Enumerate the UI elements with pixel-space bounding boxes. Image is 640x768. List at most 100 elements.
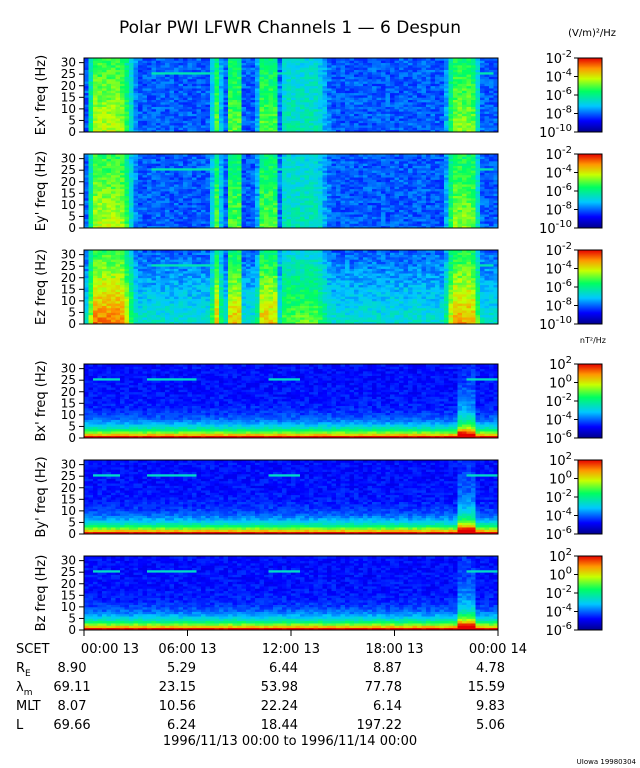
spectrogram-cell (160, 74, 166, 77)
spectrogram-cell (412, 97, 418, 101)
spectrogram-cell (480, 111, 485, 114)
spectrogram-cell (457, 118, 463, 121)
spectrogram-cell (97, 160, 103, 164)
spectrogram-cell (363, 167, 368, 171)
spectrogram-cell (426, 118, 431, 121)
spectrogram-cell (124, 99, 130, 103)
spectrogram-cell (273, 202, 278, 206)
spectrogram-cell (187, 218, 193, 222)
spectrogram-cell (349, 74, 355, 77)
spectrogram-cell (106, 174, 112, 178)
spectrogram-cell (219, 118, 224, 121)
spectrogram-cell (295, 221, 301, 224)
spectrogram-cell (300, 127, 305, 131)
spectrogram-cell (489, 97, 494, 101)
spectrogram-cell (147, 207, 152, 210)
spectrogram-cell (246, 129, 251, 133)
spectrogram-cell (237, 186, 242, 190)
spectrogram-cell (372, 101, 377, 105)
spectrogram-cell (457, 104, 463, 107)
spectrogram-cell (210, 221, 215, 224)
spectrogram-cell (106, 113, 112, 117)
spectrogram-cell (106, 95, 112, 98)
spectrogram-cell (232, 101, 238, 105)
spectrogram-cell (192, 174, 197, 178)
spectrogram-cell (358, 214, 364, 217)
spectrogram-cell (174, 127, 179, 131)
spectrogram-cell (282, 195, 287, 199)
spectrogram-cell (399, 104, 404, 107)
spectrogram-cell (115, 95, 121, 98)
spectrogram-cell (192, 60, 197, 64)
spectrogram-cell (408, 92, 413, 96)
spectrogram-cell (124, 186, 130, 190)
spectrogram-cell (390, 115, 395, 119)
spectrogram-cell (273, 195, 278, 199)
spectrogram-cell (160, 122, 166, 126)
spectrogram-cell (367, 195, 373, 199)
spectrogram-cell (475, 58, 481, 61)
spectrogram-cell (295, 200, 301, 203)
spectrogram-cell (178, 163, 184, 166)
spectrogram-cell (241, 174, 247, 178)
spectrogram-cell (358, 58, 364, 61)
spectrogram-cell (129, 76, 134, 80)
spectrogram-cell (417, 122, 422, 126)
spectrogram-cell (313, 172, 319, 176)
spectrogram-cell (106, 204, 112, 208)
spectrogram-cell (381, 111, 386, 114)
spectrogram-cell (430, 64, 436, 68)
spectrogram-cell (345, 225, 350, 229)
spectrogram-cell (228, 104, 233, 107)
spectrogram-cell (439, 127, 445, 131)
spectrogram-cell (106, 177, 112, 180)
spectrogram-cell (268, 60, 274, 64)
spectrogram-cell (421, 122, 427, 126)
spectrogram-cell (201, 218, 206, 222)
spectrogram-cell (304, 174, 310, 178)
spectrogram-cell (160, 165, 166, 169)
spectrogram-cell (97, 99, 103, 103)
spectrogram-cell (444, 67, 449, 70)
spectrogram-cell (246, 64, 251, 68)
spectrogram-cell (277, 64, 283, 68)
spectrogram-cell (336, 106, 341, 110)
spectrogram-cell (115, 158, 121, 162)
spectrogram-cell (106, 62, 112, 66)
spectrogram-cell (372, 67, 377, 70)
spectrogram-cell (174, 106, 179, 110)
spectrogram-cell (84, 99, 89, 103)
spectrogram-cell (493, 120, 499, 124)
spectrogram-cell (318, 74, 323, 77)
spectrogram-cell (115, 188, 121, 192)
spectrogram-cell (336, 191, 341, 194)
spectrogram-cell (390, 104, 395, 107)
spectrogram-cell (304, 218, 310, 222)
spectrogram-cell (403, 115, 409, 119)
spectrogram-cell (129, 200, 134, 203)
spectrogram-cell (237, 207, 242, 210)
spectrogram-cell (354, 202, 359, 206)
spectrogram-cell (489, 125, 494, 128)
spectrogram-cell (142, 104, 148, 107)
spectrogram-cell (376, 83, 382, 87)
spectrogram-cell (399, 83, 404, 87)
spectrogram-cell (93, 83, 98, 87)
spectrogram-cell (304, 58, 310, 61)
spectrogram-cell (178, 115, 184, 119)
spectrogram-cell (385, 111, 391, 114)
spectrogram-cell (363, 179, 368, 183)
spectrogram-cell (237, 88, 242, 91)
spectrogram-cell (129, 191, 134, 194)
spectrogram-cell (327, 78, 332, 82)
spectrogram-cell (133, 85, 139, 89)
spectrogram-cell (192, 167, 197, 171)
spectrogram-cell (277, 101, 283, 105)
spectrogram-cell (250, 160, 256, 164)
spectrogram-cell (228, 195, 233, 199)
spectrogram-cell (480, 101, 485, 105)
spectrogram-cell (484, 125, 490, 128)
spectrogram-cell (237, 179, 242, 183)
spectrogram-cell (93, 163, 98, 166)
spectrogram-cell (160, 113, 166, 117)
